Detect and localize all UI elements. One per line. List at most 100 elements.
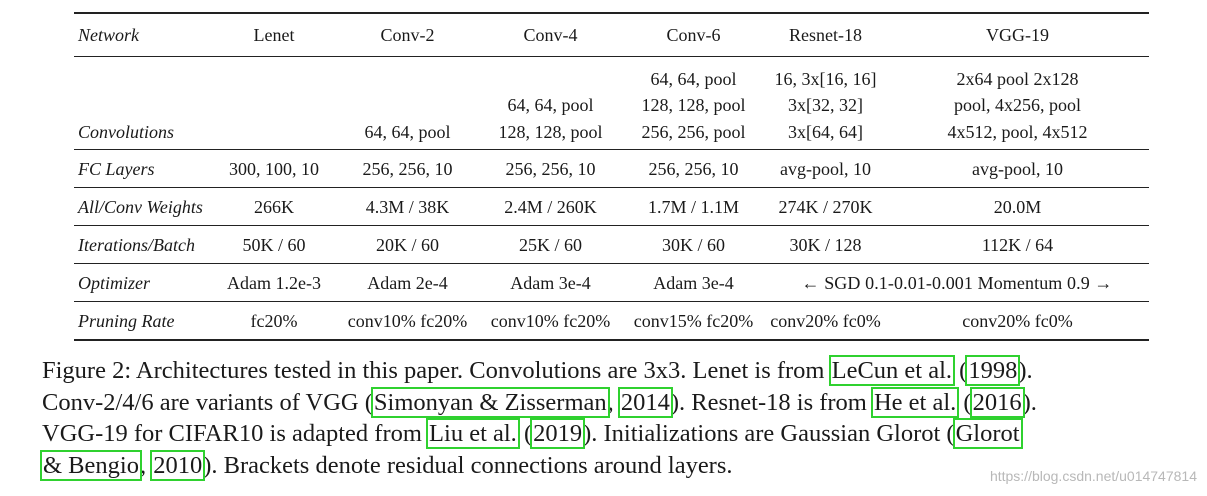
caption-text: Figure 2: Architectures tested in this p… bbox=[42, 357, 831, 384]
table-cell: avg-pool, 10 bbox=[765, 149, 886, 188]
table-cell: 2.4M / 260K bbox=[479, 187, 622, 226]
cell-line: 64, 64, pool bbox=[507, 95, 594, 115]
cell-line: 64, 64, pool bbox=[364, 121, 451, 142]
watermark-url: https://blog.csdn.net/u014747814 bbox=[989, 468, 1197, 484]
figure-caption: Figure 2: Architectures tested in this p… bbox=[40, 355, 1192, 482]
cell-conv-conv6: 64, 64, pool 128, 128, pool 256, 256, po… bbox=[622, 56, 765, 150]
row-label: Optimizer bbox=[74, 263, 212, 302]
table-cell: 112K / 64 bbox=[886, 225, 1149, 264]
table-cell: 30K / 128 bbox=[765, 225, 886, 264]
header-conv2: Conv-2 bbox=[336, 12, 479, 57]
caption-line-3: VGG-19 for CIFAR10 is adapted from Liu e… bbox=[42, 418, 1192, 450]
citation-link-simonyan-year[interactable]: 2014 bbox=[617, 386, 673, 418]
header-resnet18: Resnet-18 bbox=[765, 12, 886, 57]
table-cell: conv10% fc20% bbox=[479, 301, 622, 341]
row-label: Pruning Rate bbox=[74, 301, 212, 341]
table-cell: 4.3M / 38K bbox=[336, 187, 479, 226]
caption-text: VGG-19 for CIFAR10 is adapted from bbox=[42, 420, 429, 447]
cell-line: 128, 128, pool bbox=[498, 121, 603, 142]
citation-link-liu-year[interactable]: 2019 bbox=[530, 418, 586, 449]
table-cell: avg-pool, 10 bbox=[886, 149, 1149, 188]
table-cell: Adam 3e-4 bbox=[622, 263, 765, 302]
table-header-row: Network Lenet Conv-2 Conv-4 Conv-6 Resne… bbox=[74, 12, 1149, 57]
table-cell: conv20% fc0% bbox=[886, 301, 1149, 341]
caption-text: ( bbox=[957, 388, 972, 416]
caption-text: , bbox=[607, 388, 620, 416]
header-conv6: Conv-6 bbox=[622, 12, 765, 57]
cell-line: 4x512, pool, 4x512 bbox=[947, 121, 1088, 142]
table-cell: fc20% bbox=[212, 301, 336, 341]
header-conv4: Conv-4 bbox=[479, 12, 622, 57]
table-row-optimizer: Optimizer Adam 1.2e-3 Adam 2e-4 Adam 3e-… bbox=[74, 263, 1149, 302]
citation-link-bengio[interactable]: & Bengio bbox=[40, 449, 142, 481]
caption-text: ). bbox=[1018, 357, 1033, 384]
optimizer-sgd-span-cell: ← SGD 0.1-0.01-0.001 Momentum 0.9 → bbox=[765, 263, 1149, 302]
table-cell: Adam 1.2e-3 bbox=[212, 263, 336, 302]
cell-conv-lenet bbox=[212, 56, 336, 150]
row-label: Iterations/Batch bbox=[74, 225, 212, 264]
row-label-convolutions: Convolutions bbox=[74, 56, 212, 150]
cell-line: pool, 4x256, pool bbox=[953, 95, 1081, 115]
row-label: All/Conv Weights bbox=[74, 187, 212, 226]
architecture-table-container: Network Lenet Conv-2 Conv-4 Conv-6 Resne… bbox=[74, 12, 1149, 341]
citation-link-liu[interactable]: Liu et al. bbox=[426, 418, 520, 449]
citation-link-he[interactable]: He et al. bbox=[870, 386, 960, 418]
table-row-convolutions: Convolutions 64, 64, pool 64, 64, pool 1… bbox=[74, 56, 1149, 150]
citation-link-simonyan[interactable]: Simonyan & Zisserman bbox=[370, 386, 610, 418]
cell-line: 256, 256, pool bbox=[641, 121, 746, 142]
table-cell: conv20% fc0% bbox=[765, 301, 886, 341]
table-cell: 256, 256, 10 bbox=[622, 149, 765, 188]
cell-line: 3x[64, 64] bbox=[788, 121, 863, 142]
cell-conv-conv2: 64, 64, pool bbox=[336, 56, 479, 150]
table-cell: 256, 256, 10 bbox=[479, 149, 622, 188]
table-cell: 25K / 60 bbox=[479, 225, 622, 264]
cell-line: 2x64 pool 2x128 bbox=[956, 68, 1079, 89]
cell-conv-conv4: 64, 64, pool 128, 128, pool bbox=[479, 56, 622, 150]
header-lenet: Lenet bbox=[212, 12, 336, 57]
caption-line-4: & Bengio, 2010). Brackets denote residua… bbox=[40, 449, 1192, 482]
header-network: Network bbox=[74, 12, 212, 57]
table-cell: 50K / 60 bbox=[212, 225, 336, 264]
table-row-pruning-rate: Pruning Rate fc20% conv10% fc20% conv10%… bbox=[74, 301, 1149, 341]
cell-line: 128, 128, pool bbox=[641, 95, 746, 115]
caption-text: , bbox=[139, 451, 153, 479]
table-row-fc-layers: FC Layers 300, 100, 10 256, 256, 10 256,… bbox=[74, 149, 1149, 188]
caption-text: ( bbox=[953, 357, 968, 384]
header-vgg19: VGG-19 bbox=[886, 12, 1149, 57]
architecture-table: Network Lenet Conv-2 Conv-4 Conv-6 Resne… bbox=[74, 12, 1149, 341]
table-cell: 266K bbox=[212, 187, 336, 226]
table-cell: conv15% fc20% bbox=[622, 301, 765, 341]
caption-text: ). Resnet-18 is from bbox=[670, 388, 873, 416]
citation-link-lecun-year[interactable]: 1998 bbox=[965, 355, 1021, 386]
caption-text: ). Brackets denote residual connections … bbox=[203, 451, 733, 479]
caption-line-1: Figure 2: Architectures tested in this p… bbox=[42, 355, 1192, 387]
caption-text: Conv-2/4/6 are variants of VGG ( bbox=[42, 388, 373, 416]
table-cell: 274K / 270K bbox=[765, 187, 886, 226]
cell-conv-resnet18: 16, 3x[16, 16] 3x[32, 32] 3x[64, 64] bbox=[765, 56, 886, 150]
table-row-weights: All/Conv Weights 266K 4.3M / 38K 2.4M / … bbox=[74, 187, 1149, 226]
citation-link-glorot-year[interactable]: 2010 bbox=[150, 449, 206, 481]
cell-conv-vgg19: 2x64 pool 2x128 pool, 4x256, pool 4x512,… bbox=[886, 56, 1149, 150]
citation-link-glorot[interactable]: Glorot bbox=[952, 418, 1023, 449]
cell-line: 16, 3x[16, 16] bbox=[774, 68, 877, 89]
caption-text: ). bbox=[1022, 388, 1037, 416]
table-cell: 1.7M / 1.1M bbox=[622, 187, 765, 226]
table-cell: 300, 100, 10 bbox=[212, 149, 336, 188]
citation-link-lecun[interactable]: LeCun et al. bbox=[828, 355, 956, 386]
caption-text: ( bbox=[517, 420, 533, 447]
table-cell: conv10% fc20% bbox=[336, 301, 479, 341]
cell-line: 64, 64, pool bbox=[650, 68, 737, 89]
caption-text: ). Initializations are Gaussian Glorot ( bbox=[583, 420, 955, 447]
row-label: FC Layers bbox=[74, 149, 212, 188]
table-cell: 30K / 60 bbox=[622, 225, 765, 264]
table-cell: 20K / 60 bbox=[336, 225, 479, 264]
table-cell: Adam 2e-4 bbox=[336, 263, 479, 302]
table-cell: Adam 3e-4 bbox=[479, 263, 622, 302]
table-row-iterations: Iterations/Batch 50K / 60 20K / 60 25K /… bbox=[74, 225, 1149, 264]
citation-link-he-year[interactable]: 2016 bbox=[969, 386, 1025, 418]
table-cell: 20.0M bbox=[886, 187, 1149, 226]
cell-line: 3x[32, 32] bbox=[788, 95, 863, 115]
caption-line-2: Conv-2/4/6 are variants of VGG (Simonyan… bbox=[42, 386, 1192, 419]
table-cell: 256, 256, 10 bbox=[336, 149, 479, 188]
